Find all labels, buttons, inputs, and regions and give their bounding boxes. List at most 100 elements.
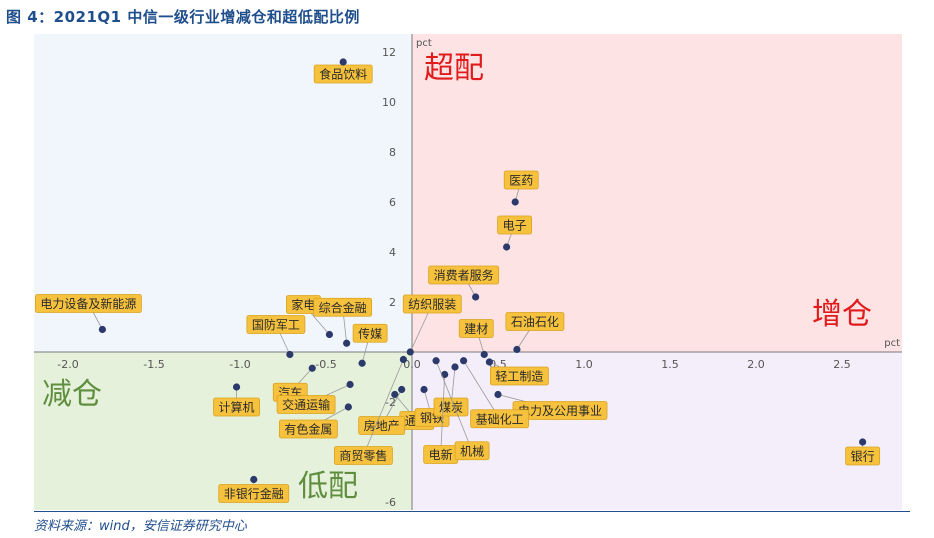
- x-tick-label: 0.0: [403, 358, 421, 371]
- point-label: 煤炭: [439, 401, 463, 415]
- figure-title: 图 4：2021Q1 中信一级行业增减仓和超低配比例: [6, 8, 360, 26]
- data-point: [485, 358, 493, 366]
- x-tick-label: -1.5: [143, 358, 164, 371]
- data-point: [308, 364, 316, 372]
- point-label-box: [505, 312, 565, 331]
- leader-line: [440, 374, 446, 455]
- data-point: [513, 345, 521, 354]
- point-label: 基础化工: [476, 412, 524, 426]
- y-tick-label: 8: [389, 146, 396, 159]
- point-label-box: [454, 441, 490, 461]
- data-point: [399, 355, 407, 364]
- point-label-box: [333, 446, 393, 465]
- point-label: 纺织服装: [408, 298, 456, 312]
- data-point: [358, 359, 366, 367]
- data-point: [232, 383, 241, 391]
- quadrant-bottom-right: [412, 352, 902, 510]
- data-point: [451, 363, 459, 371]
- point-label-box: [845, 446, 881, 466]
- point-label-box: [278, 419, 338, 439]
- point-label: 电力及公用事业: [518, 404, 602, 418]
- point-label: 电子: [503, 219, 527, 233]
- point-label: 家电: [291, 297, 315, 312]
- point-label: 商贸零售: [339, 448, 387, 463]
- quadrant-label-underweight: 低配: [298, 469, 358, 504]
- point-label: 消费者服务: [434, 268, 494, 283]
- data-point: [343, 339, 351, 347]
- quadrant-label-decrease: 减仓: [42, 377, 102, 412]
- x-unit-label: pct: [884, 338, 900, 349]
- point-label: 传媒: [358, 326, 382, 341]
- quadrant-bottom-left: [34, 352, 412, 510]
- data-point: [98, 325, 106, 334]
- x-tick-label: 1.0: [575, 358, 593, 371]
- point-label: 电新: [429, 447, 453, 462]
- data-point: [480, 350, 488, 359]
- data-point: [250, 475, 258, 484]
- data-point: [398, 385, 406, 394]
- data-point: [441, 370, 449, 379]
- source-note: 资料来源：wind，安信证券研究中心: [34, 519, 247, 534]
- x-tick-label: -2.0: [57, 358, 78, 371]
- point-label-box: [497, 215, 533, 235]
- data-point: [286, 350, 294, 359]
- point-label: 非银行金融: [224, 486, 284, 501]
- data-point: [460, 357, 468, 365]
- data-point: [325, 330, 334, 339]
- point-label-box: [503, 170, 539, 190]
- footer-rule: [34, 511, 910, 512]
- point-label-box: [246, 315, 306, 334]
- point-label: 食品饮料: [319, 67, 367, 82]
- data-point: [406, 348, 414, 356]
- leader-line: [363, 359, 404, 456]
- point-label: 机械: [460, 443, 484, 458]
- point-label-box: [358, 416, 406, 435]
- x-tick-label: -0.5: [315, 358, 336, 371]
- y-tick-label: -6: [385, 496, 396, 509]
- point-label: 电力设备及新能源: [40, 296, 136, 311]
- y-tick-label: -2: [385, 396, 396, 409]
- quadrant-top-right: [412, 34, 902, 352]
- data-point: [420, 385, 428, 394]
- point-label-box: [213, 397, 260, 417]
- point-label-box: [352, 323, 388, 343]
- point-label: 综合金融: [319, 300, 367, 315]
- y-tick-label: 10: [382, 96, 396, 109]
- quadrant-label-overweight: 超配: [424, 51, 484, 86]
- point-label-box: [35, 294, 142, 313]
- point-label: 石油石化: [511, 315, 559, 329]
- point-label-box: [428, 265, 500, 285]
- leader-line: [463, 360, 500, 419]
- point-label: 银行: [851, 450, 875, 464]
- point-label-box: [470, 409, 530, 429]
- x-tick-label: 2.5: [833, 358, 851, 371]
- data-point: [511, 198, 519, 206]
- point-label: 有色金属: [284, 422, 332, 437]
- data-point: [859, 438, 867, 446]
- y-tick-label: 6: [389, 196, 396, 209]
- y-tick-label: 12: [382, 46, 396, 59]
- point-label: 交通运输: [282, 397, 330, 412]
- point-label-box: [276, 395, 336, 414]
- data-point: [391, 390, 399, 399]
- point-label-box: [313, 297, 373, 317]
- x-tick-label: -1.0: [229, 358, 250, 371]
- point-label: 轻工制造: [495, 370, 543, 384]
- point-label-box: [218, 484, 290, 503]
- leader-line: [435, 360, 473, 451]
- point-label: 房地产: [364, 418, 400, 433]
- x-tick-label: 2.0: [747, 358, 765, 371]
- point-label: 国防军工: [252, 317, 300, 332]
- point-label: 建材: [464, 322, 488, 336]
- quadrant-label-increase: 增仓: [812, 297, 872, 332]
- y-tick-label: 4: [389, 246, 396, 259]
- data-point: [339, 58, 347, 66]
- y-unit-label: pct: [416, 38, 432, 49]
- point-label-box: [402, 294, 462, 314]
- point-label: 医药: [509, 174, 533, 188]
- data-point: [503, 243, 511, 251]
- data-point: [344, 403, 352, 411]
- data-point: [494, 390, 502, 399]
- data-point: [346, 380, 354, 389]
